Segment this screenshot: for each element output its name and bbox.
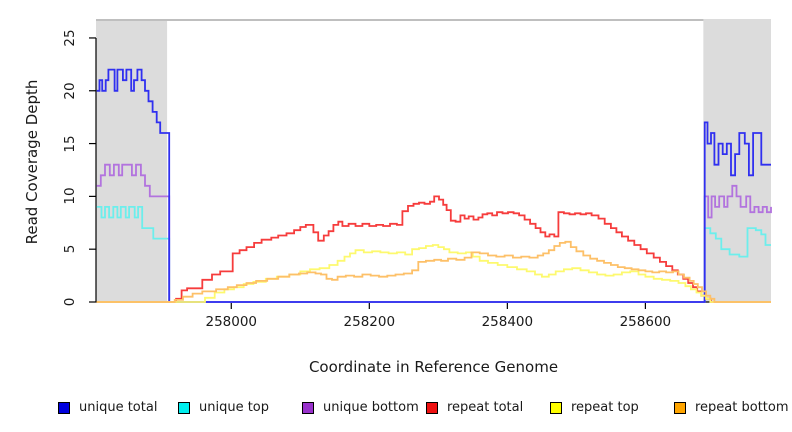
legend-label: unique top [199, 400, 270, 415]
legend-label: repeat top [571, 400, 639, 415]
legend-item-repeat-total: repeat total [426, 400, 523, 415]
series-line-unique-total [96, 68, 771, 303]
series-line-unique-top [96, 206, 771, 303]
y-tick-label: 15 [62, 134, 78, 153]
x-axis-title: Coordinate in Reference Genome [308, 358, 559, 376]
x-tick-label: 258000 [205, 314, 258, 330]
legend-swatch-icon [58, 401, 70, 414]
legend-label: unique total [79, 400, 158, 415]
masked-region-left [96, 21, 168, 302]
series-line-repeat-top [96, 244, 771, 303]
legend-item-repeat-bottom: repeat bottom [674, 400, 789, 415]
legend-item-unique-bottom: unique bottom [302, 400, 419, 415]
legend-swatch-icon [302, 401, 314, 414]
x-tick-label: 258200 [343, 314, 396, 330]
legend-item-unique-total: unique total [58, 400, 157, 415]
y-tick-label: 5 [62, 244, 78, 254]
series-line-repeat-bottom [96, 240, 771, 303]
series-line-unique-bottom [96, 163, 772, 303]
legend-swatch-icon [178, 401, 190, 414]
legend-item-repeat-top: repeat top [550, 400, 639, 415]
legend: unique total unique top unique bottom repea… [0, 400, 792, 422]
x-tick-label: 258600 [619, 314, 672, 330]
series-line-repeat-total [96, 195, 771, 303]
y-tick-label: 25 [62, 29, 78, 47]
legend-label: repeat total [447, 400, 524, 415]
legend-label: unique bottom [323, 400, 419, 415]
legend-swatch-icon [674, 401, 686, 414]
legend-label: repeat bottom [695, 400, 789, 415]
y-tick-label: 0 [62, 297, 78, 307]
legend-swatch-icon [550, 401, 562, 414]
legend-swatch-icon [426, 401, 438, 414]
x-tick-label: 258400 [481, 314, 534, 330]
y-tick-label: 20 [62, 82, 78, 100]
legend-item-unique-top: unique top [178, 400, 269, 415]
y-axis-title: Read Coverage Depth [23, 79, 41, 245]
y-tick-label: 10 [62, 187, 78, 205]
